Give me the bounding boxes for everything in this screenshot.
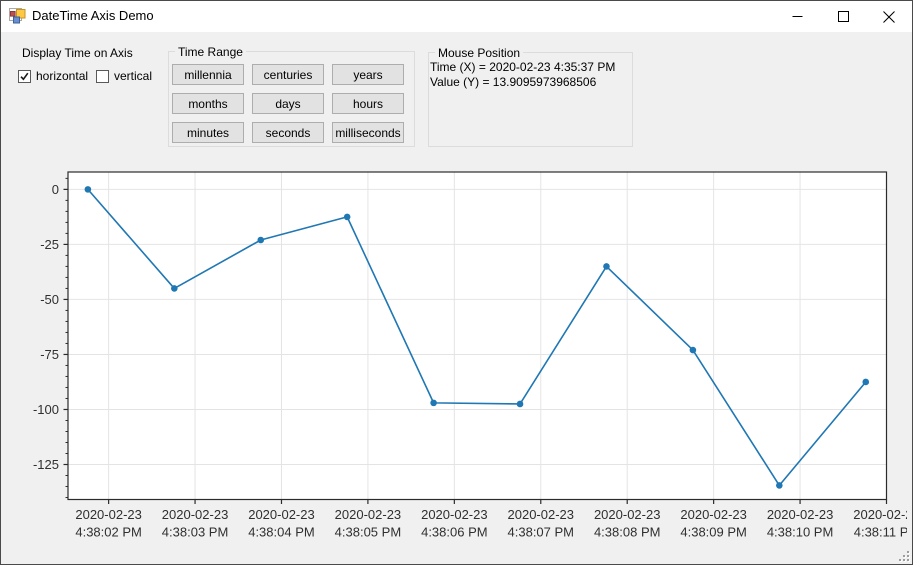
chart-series-line [87,188,867,487]
chart-point[interactable] [343,213,351,221]
chart-point[interactable] [171,285,178,292]
chart-point[interactable] [430,399,437,407]
time-range-button-minutes[interactable]: minutes [172,122,244,143]
x-tick-label: 2020-02-23 4:38:02 PM [75,507,142,540]
y-tick-label: 0 [52,182,59,197]
x-tick-label: 2020-02-23 4:38:09 PM [680,507,747,540]
time-range-button-milliseconds[interactable]: milliseconds [332,122,404,143]
plot-frame [67,171,888,501]
title-bar[interactable]: DateTime Axis Demo [1,1,912,32]
x-tick-label: 2020-02-23 4:38:04 PM [248,507,315,540]
time-range-button-years[interactable]: years [332,64,404,85]
time-range-button-millennia[interactable]: millennia [172,64,244,85]
chart-point[interactable] [516,400,524,408]
y-tick-label: -75 [40,347,59,362]
x-tick-label: 2020-02-23 4:38:08 PM [594,507,661,540]
checkbox-vertical-label: vertical [114,69,153,83]
app-icon [9,8,26,24]
minimize-icon [792,16,802,17]
chart-point[interactable] [257,236,265,244]
display-time-on-axis-label: Display Time on Axis [22,46,133,60]
time-range-button-hours[interactable]: hours [332,93,404,114]
close-icon [883,10,895,23]
mouse-time-x-value: Time (X) = 2020-02-23 4:35:37 PM [430,60,616,74]
x-tick-label: 2020-02-23 4:38:06 PM [421,507,488,540]
chart-point[interactable] [603,263,610,270]
mouse-position-groupbox: Mouse Position [428,46,633,147]
minimize-button[interactable] [774,1,820,32]
chart-point[interactable] [84,186,92,193]
mouse-position-label: Mouse Position [435,46,524,60]
chart-point[interactable] [776,482,783,489]
time-range-label: Time Range [175,45,246,59]
x-tick-label: 2020-02-23 4:38:10 PM [767,507,834,540]
maximize-icon [837,11,849,22]
x-tick-label: 2020-02-234:38:11 PM [853,507,907,540]
time-range-button-seconds[interactable]: seconds [252,122,324,143]
checkbox-vertical-box[interactable] [96,69,109,83]
checkbox-horizontal-box[interactable] [18,69,31,83]
checkbox-horizontal-label: horizontal [36,69,89,83]
y-tick-label: -125 [33,457,59,472]
y-tick-label: -50 [40,292,59,307]
time-range-buttons: millennia centuries years months days hours mi… [172,64,404,143]
chart-point[interactable] [689,346,697,354]
x-tick-label: 2020-02-23 4:38:03 PM [162,507,229,540]
time-range-button-days[interactable]: days [252,93,324,114]
chart-point[interactable] [862,378,870,386]
window-title: DateTime Axis Demo [32,8,154,23]
checkbox-horizontal[interactable]: horizontal [18,69,88,83]
checkbox-vertical[interactable]: vertical [96,69,152,83]
y-tick-label: -100 [33,402,59,417]
time-range-groupbox: Time Range [168,45,415,147]
datetime-line-chart[interactable]: 0 -25 -50 -75 -100 -125 2020-02-23 4:38:02 PM 20… [1,156,907,556]
maximize-button[interactable] [820,1,866,32]
resize-grip[interactable] [896,548,909,561]
close-button[interactable] [866,1,912,32]
y-tick-label: -25 [40,237,59,252]
time-range-button-centuries[interactable]: centuries [252,64,324,85]
mouse-value-y-value: Value (Y) = 13.9095973968506 [430,75,597,89]
x-tick-label: 2020-02-23 4:38:05 PM [335,507,402,540]
plot-area[interactable] [68,172,887,500]
x-tick-label: 2020-02-23 4:38:07 PM [508,507,575,540]
time-range-button-months[interactable]: months [172,93,244,114]
check-icon [20,72,29,80]
